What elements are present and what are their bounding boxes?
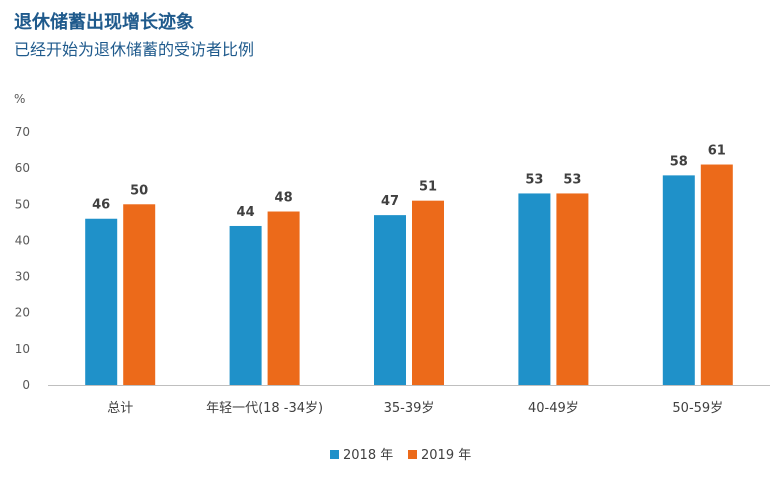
y-tick-label: 30 (15, 270, 30, 284)
chart-subtitle: 已经开始为退休储蓄的受访者比例 (14, 40, 255, 59)
x-category-label: 35-39岁 (384, 401, 435, 416)
bar-2018 (229, 225, 262, 385)
bar-value-label: 58 (670, 154, 688, 169)
legend-label: 2018 年 (343, 448, 393, 463)
y-tick-label: 60 (15, 161, 30, 175)
bar-2019 (267, 211, 300, 385)
bar-value-label: 61 (708, 144, 726, 159)
bar-value-label: 46 (92, 198, 110, 213)
y-tick-label: 0 (22, 378, 30, 392)
y-tick-label: 70 (15, 125, 30, 139)
legend: 2018 年 2019 年 (330, 448, 471, 463)
x-category-label: 总计 (107, 401, 133, 416)
y-tick-label: 10 (15, 342, 30, 356)
bar-2018 (374, 215, 406, 385)
bars-group (85, 164, 733, 385)
legend-swatch (408, 450, 417, 459)
bar-value-label: 53 (525, 172, 543, 187)
chart-title: 退休储蓄出现增长迹象 (14, 12, 194, 33)
legend-swatch (330, 450, 339, 459)
value-labels-group: 46 50 44 48 47 51 53 53 58 61 (92, 144, 726, 220)
y-axis-ticks: 0 10 20 30 40 50 60 70 (15, 125, 30, 392)
x-category-label: 50-59岁 (672, 401, 723, 416)
bar-2018 (85, 218, 118, 385)
bar-2019 (700, 164, 733, 385)
bar-value-label: 47 (381, 194, 399, 209)
x-category-label: 年轻一代(18 -34岁) (206, 401, 323, 416)
y-tick-label: 50 (15, 197, 30, 211)
bar-2018 (662, 175, 695, 385)
legend-label: 2019 年 (421, 448, 471, 463)
y-tick-label: 20 (15, 306, 30, 320)
bar-value-label: 50 (130, 183, 148, 198)
bar-value-label: 48 (275, 191, 293, 206)
y-axis-unit: % (14, 92, 25, 106)
bar-value-label: 51 (419, 180, 437, 195)
bar-value-label: 44 (237, 205, 255, 220)
category-labels-group: 总计 年轻一代(18 -34岁) 35-39岁 40-49岁 50-59岁 (107, 401, 723, 416)
bar-2019 (556, 193, 589, 385)
y-tick-label: 40 (15, 233, 30, 247)
bar-2019 (412, 200, 444, 385)
bar-2018 (518, 193, 551, 385)
x-category-label: 40-49岁 (528, 401, 579, 416)
bar-value-label: 53 (563, 172, 581, 187)
bar-2019 (123, 204, 156, 385)
